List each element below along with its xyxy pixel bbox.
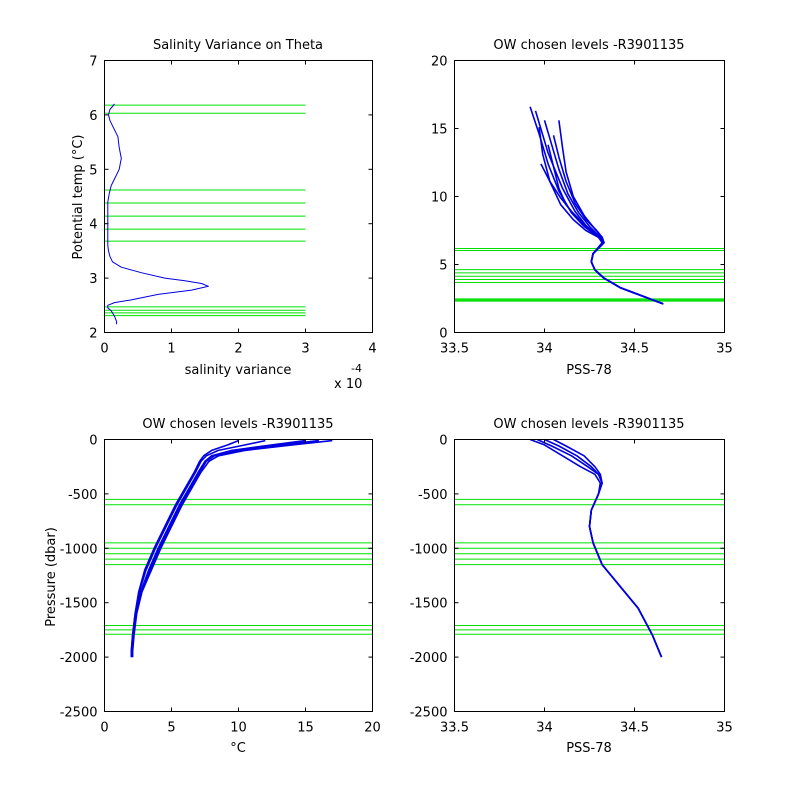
- y-tick-label: 0: [439, 327, 447, 342]
- y-ticks: -2500 -2000 -1500 -1000 -500 0: [60, 434, 373, 721]
- x-tick-label: 20: [364, 721, 381, 736]
- x-tick-label: 34.5: [620, 721, 649, 736]
- x-tick-label: 34: [536, 342, 553, 357]
- x-ticks: 33.5 34 34.5 35: [440, 60, 733, 357]
- y-tick-label: -2500: [410, 706, 448, 721]
- y-tick-label: 10: [431, 191, 448, 206]
- x-tick-label: 1: [167, 342, 175, 357]
- x-tick-label: 4: [368, 342, 376, 357]
- level-lines: [454, 247, 725, 302]
- y-tick-label: 0: [439, 434, 447, 449]
- x-tick-label: 34: [536, 721, 553, 736]
- x-tick-label: 5: [167, 721, 175, 736]
- series-line: [130, 439, 239, 658]
- x-axis-multiplier: x 10: [334, 377, 362, 392]
- x-tick-label: 35: [716, 721, 733, 736]
- series-line: [131, 439, 306, 658]
- y-tick-label: 6: [89, 109, 97, 124]
- y-tick-label: 2: [89, 327, 97, 342]
- level-lines: [104, 104, 306, 317]
- x-tick-label: 34.5: [620, 342, 649, 357]
- x-axis-label: °C: [230, 741, 246, 756]
- y-ticks: 2 3 4 5 6 7: [89, 55, 373, 342]
- y-tick-label: -2500: [60, 706, 98, 721]
- y-tick-label: 15: [431, 123, 448, 138]
- y-tick-label: 20: [431, 55, 448, 70]
- series-line: [540, 163, 664, 305]
- x-axis-multiplier-exponent: -4: [351, 362, 362, 375]
- y-axis-label: Pressure (dbar): [44, 527, 59, 627]
- x-tick-label: 33.5: [440, 342, 469, 357]
- y-tick-label: 3: [89, 272, 97, 287]
- series-line: [536, 438, 663, 658]
- series-group: [130, 439, 333, 658]
- series-line: [107, 103, 209, 325]
- y-tick-label: 5: [439, 259, 447, 274]
- series-line: [131, 439, 333, 658]
- x-tick-label: 0: [100, 721, 108, 736]
- y-tick-label: -2000: [410, 651, 448, 666]
- level-lines: [104, 498, 373, 635]
- x-tick-label: 0: [100, 342, 108, 357]
- plot-frame: [104, 439, 373, 712]
- x-tick-label: 33.5: [440, 721, 469, 736]
- panel-pressure-salinity: OW chosen levels -R3901135 PSS-78 33.5 34…: [410, 417, 733, 756]
- panel-pressure-temperature: OW chosen levels -R3901135 °C Pressure (…: [44, 417, 381, 756]
- plot-frame: [454, 439, 725, 712]
- x-tick-label: 3: [301, 342, 309, 357]
- panel-salinity-variance: Salinity Variance on Theta salinity vari…: [71, 38, 377, 392]
- x-ticks: 0 5 10 15 20: [100, 439, 381, 736]
- series-line: [131, 439, 319, 658]
- x-tick-label: 35: [716, 342, 733, 357]
- x-axis-label: PSS-78: [566, 363, 612, 378]
- y-tick-label: 5: [89, 163, 97, 178]
- x-ticks: 33.5 34 34.5 35: [440, 439, 733, 736]
- x-tick-label: 2: [234, 342, 242, 357]
- y-tick-label: 7: [89, 55, 97, 70]
- series-group: [529, 106, 664, 305]
- y-tick-label: -500: [68, 488, 98, 503]
- series-group: [107, 103, 209, 325]
- chart-title: OW chosen levels -R3901135: [493, 417, 684, 432]
- y-tick-label: -1000: [410, 542, 448, 557]
- panel-theta-salinity: OW chosen levels -R3901135 PSS-78 33.5 34…: [431, 38, 733, 378]
- y-tick-label: 0: [89, 434, 97, 449]
- chart-title: OW chosen levels -R3901135: [493, 38, 684, 53]
- x-axis-label: PSS-78: [566, 741, 612, 756]
- x-tick-label: 10: [230, 721, 247, 736]
- plot-frame: [454, 60, 725, 333]
- y-axis-label: Potential temp (°C): [71, 135, 86, 260]
- y-tick-label: -1500: [410, 597, 448, 612]
- y-tick-label: -1000: [60, 542, 98, 557]
- chart-title: OW chosen levels -R3901135: [142, 417, 333, 432]
- y-tick-label: 4: [89, 218, 97, 233]
- series-line: [529, 106, 664, 305]
- y-ticks: -2500 -2000 -1500 -1000 -500 0: [410, 434, 725, 721]
- x-axis-label: salinity variance: [185, 363, 292, 378]
- level-lines: [454, 498, 725, 635]
- y-tick-label: -500: [418, 488, 448, 503]
- series-line: [552, 135, 664, 305]
- x-tick-label: 15: [297, 721, 314, 736]
- y-tick-label: -1500: [60, 597, 98, 612]
- y-tick-label: -2000: [60, 651, 98, 666]
- series-group: [529, 438, 663, 658]
- plot-frame: [104, 60, 373, 333]
- chart-title: Salinity Variance on Theta: [153, 38, 323, 53]
